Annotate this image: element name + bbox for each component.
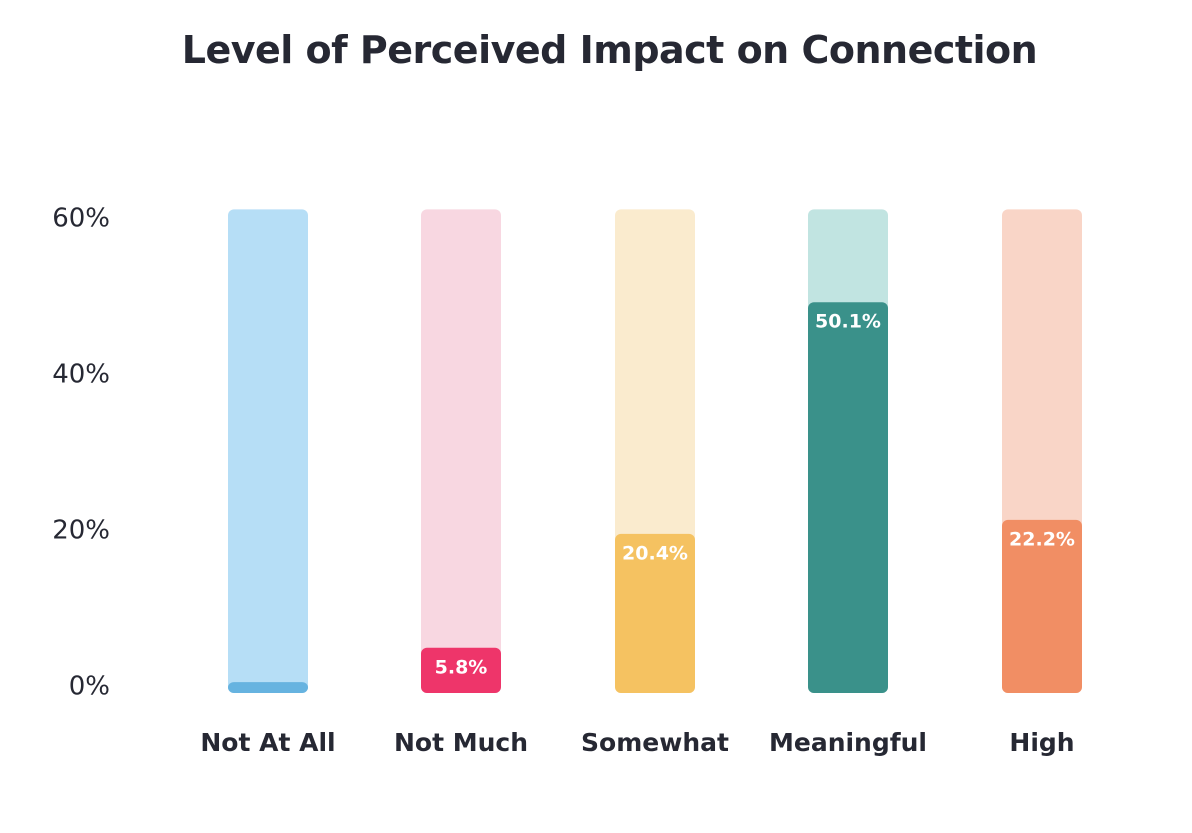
bar [228, 682, 308, 693]
bar [615, 533, 695, 693]
bars: 1.4% 5.8% 20.4% 50.1% 22.2% [228, 209, 1082, 713]
data-label: 20.4% [622, 542, 688, 564]
bar [808, 302, 888, 693]
data-label: 50.1% [815, 311, 881, 333]
category-label: Somewhat [581, 728, 729, 757]
data-label: 1.4% [242, 691, 295, 713]
chart-title: Level of Perceived Impact on Connection [181, 28, 1038, 72]
y-tick-label: 60% [52, 204, 110, 234]
y-tick-label: 40% [52, 360, 110, 390]
bar [421, 647, 501, 693]
category-label: Not Much [394, 728, 528, 757]
category-label: Meaningful [769, 728, 927, 757]
bar [1002, 519, 1082, 693]
category-label: Not At All [200, 728, 335, 757]
data-label: 22.2% [1009, 528, 1075, 550]
y-axis: 0% 20% 40% 60% [52, 204, 110, 702]
data-label: 5.8% [435, 656, 488, 678]
y-tick-label: 20% [52, 516, 110, 546]
bar-track [421, 209, 501, 693]
x-axis: Not At All Not Much Somewhat Meaningful High [200, 728, 1074, 757]
y-tick-label: 0% [69, 672, 110, 702]
bar-track [228, 209, 308, 693]
category-label: High [1009, 728, 1074, 757]
